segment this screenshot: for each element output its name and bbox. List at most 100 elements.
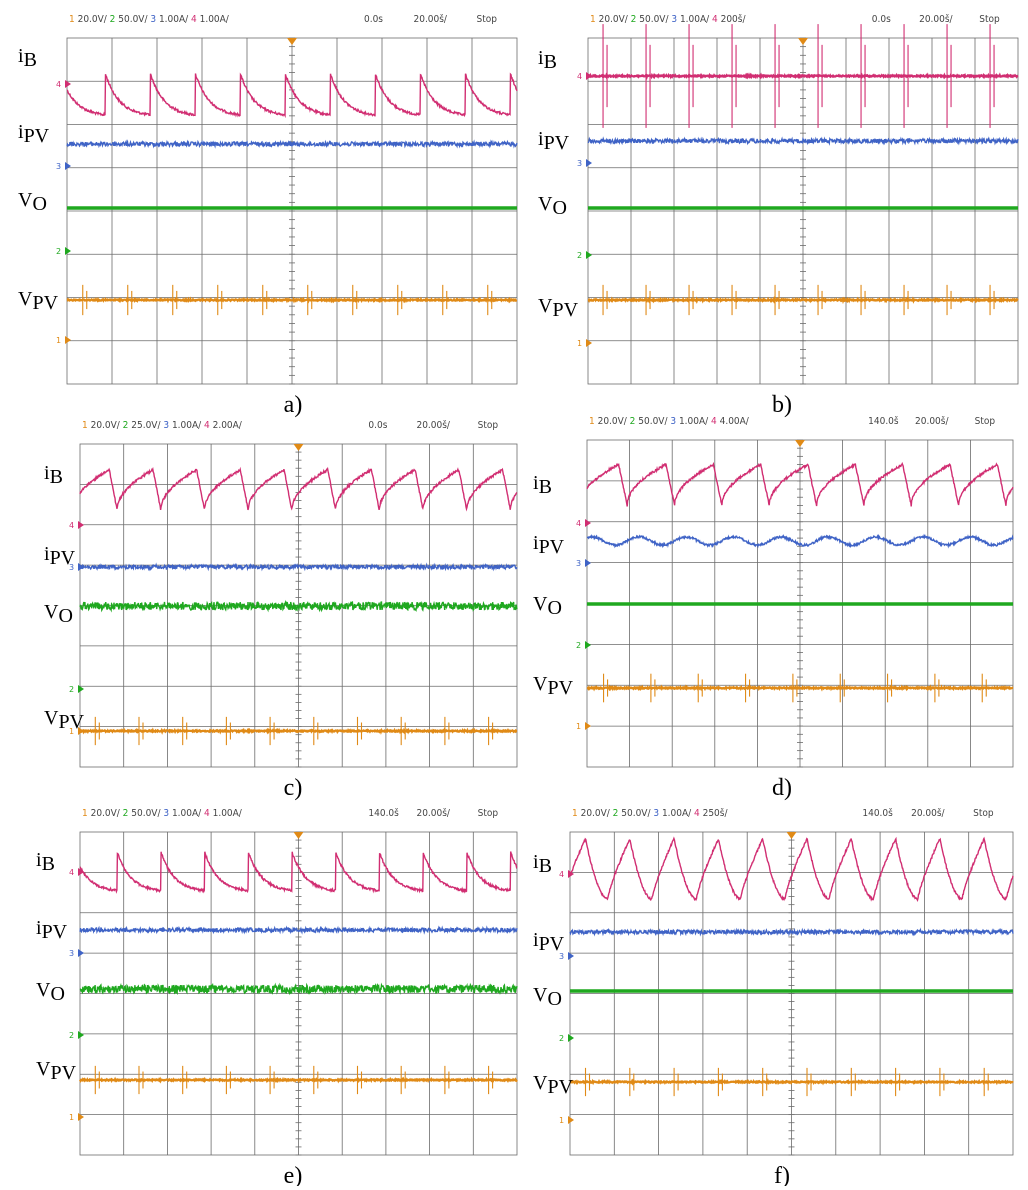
label-main: i xyxy=(533,929,539,951)
label-subscript: PV xyxy=(547,1076,573,1098)
signal-label-iB: iB xyxy=(18,45,37,71)
trace-iB xyxy=(586,461,1014,507)
channel-ch4-scale: 200š/ xyxy=(721,13,747,25)
trace-VPV-spikes xyxy=(94,1065,494,1095)
trace-VPV-spikes xyxy=(82,284,493,316)
channel-number: 3 xyxy=(163,420,172,431)
label-main: i xyxy=(533,532,539,554)
scope-header: 1 20.0V/ 2 50.0V/ 3 1.00A/ 4 1.00A/ xyxy=(82,808,243,819)
label-subscript: B xyxy=(24,49,37,71)
channel-ch3-scale: 1.00A/ xyxy=(680,14,712,25)
marker-arrow xyxy=(65,247,71,255)
label-main: i xyxy=(18,121,24,143)
trace-iB xyxy=(79,851,518,894)
channel-ch1-scale: 20.0V/ xyxy=(91,420,123,431)
channel-number: 1 xyxy=(82,420,91,431)
channel-ch1-scale: 20.0V/ xyxy=(78,14,110,25)
scope-status: Stop xyxy=(478,808,499,819)
channel-2-ground-marker: 2 xyxy=(576,641,591,650)
marker-number: 4 xyxy=(56,80,61,89)
signal-label-VPV: VPV xyxy=(533,1072,574,1098)
marker-arrow xyxy=(78,1113,84,1121)
signal-label-iPV: iPV xyxy=(44,543,76,569)
trigger-marker xyxy=(795,440,805,447)
signal-label-VO: VO xyxy=(533,984,562,1010)
trace-VPV xyxy=(66,296,518,304)
marker-number: 4 xyxy=(576,519,581,528)
marker-arrow xyxy=(585,722,591,730)
signal-label-VPV: VPV xyxy=(18,288,59,314)
trace-VO xyxy=(79,982,518,996)
signal-label-iPV: iPV xyxy=(538,128,570,154)
marker-number: 4 xyxy=(69,868,74,877)
scope-panel-f: 1 20.0V/ 2 50.0V/ 3 1.00A/ 4 250š/140.0š… xyxy=(533,807,1014,1189)
scope-time-offset: 140.0š xyxy=(862,807,893,819)
scope-timebase: 20.00š/ xyxy=(911,807,945,819)
scope-header: 1 20.0V/ 2 50.0V/ 3 1.00A/ 4 1.00A/ xyxy=(69,14,230,25)
channel-4-ground-marker: 4 xyxy=(69,521,84,530)
channel-ch1-scale: 20.0V/ xyxy=(581,808,613,819)
channel-4-ground-marker: 4 xyxy=(576,519,591,528)
scope-status: Stop xyxy=(477,14,498,25)
trace-iPV xyxy=(587,533,1014,549)
scope-status: Stop xyxy=(973,808,994,819)
marker-arrow xyxy=(568,952,574,960)
channel-number: 4 xyxy=(712,14,721,25)
marker-arrow xyxy=(586,72,592,80)
label-main: V xyxy=(538,193,553,215)
label-main: i xyxy=(538,128,544,150)
signal-label-iB: iB xyxy=(538,47,557,73)
signal-label-VPV: VPV xyxy=(538,295,579,321)
label-subscript: PV xyxy=(547,677,573,699)
signal-label-iB: iB xyxy=(36,849,55,875)
marker-number: 2 xyxy=(577,251,582,260)
label-subscript: O xyxy=(552,197,566,219)
scope-panel-d: 1 20.0V/ 2 50.0V/ 3 1.00A/ 4 4.00A/140.0… xyxy=(533,415,1014,801)
trace-iPV xyxy=(66,139,518,149)
panel-caption: c) xyxy=(284,775,303,801)
marker-number: 3 xyxy=(559,952,564,961)
channel-number: 4 xyxy=(191,14,200,25)
marker-number: 3 xyxy=(56,162,61,171)
signal-label-VPV: VPV xyxy=(533,673,574,699)
trace-VPV xyxy=(79,727,518,735)
panel-caption: f) xyxy=(774,1163,790,1186)
channel-ch4-scale: 2.00A/ xyxy=(213,420,243,431)
channel-2-ground-marker: 2 xyxy=(69,685,84,694)
scope-time-offset: 140.0š xyxy=(868,415,899,427)
marker-arrow xyxy=(65,336,71,344)
label-subscript: PV xyxy=(539,536,565,558)
scope-header: 1 20.0V/ 2 25.0V/ 3 1.00A/ 4 2.00A/ xyxy=(82,420,243,431)
label-subscript: PV xyxy=(552,299,578,321)
channel-number: 3 xyxy=(653,808,662,819)
channel-ch4-scale: 1.00A/ xyxy=(213,808,243,819)
marker-number: 2 xyxy=(69,1031,74,1040)
channel-ch2-scale: 50.0V/ xyxy=(118,14,150,25)
marker-arrow xyxy=(585,559,591,567)
label-main: V xyxy=(44,601,59,623)
signal-label-VO: VO xyxy=(18,189,47,215)
marker-number: 2 xyxy=(576,641,581,650)
channel-ch2-scale: 50.0V/ xyxy=(621,808,653,819)
scope-panel-e: 1 20.0V/ 2 50.0V/ 3 1.00A/ 4 1.00A/140.0… xyxy=(36,807,518,1189)
trace-VPV xyxy=(587,295,1019,305)
marker-number: 3 xyxy=(576,559,581,568)
label-subscript: PV xyxy=(50,547,76,569)
channel-ch3-scale: 1.00A/ xyxy=(172,808,204,819)
marker-arrow xyxy=(568,1034,574,1042)
scope-header: 1 20.0V/ 2 50.0V/ 3 1.00A/ 4 4.00A/ xyxy=(589,416,750,427)
channel-3-ground-marker: 3 xyxy=(577,159,592,168)
label-subscript: PV xyxy=(50,1062,76,1084)
signal-label-iB: iB xyxy=(533,851,552,877)
label-main: V xyxy=(533,1072,548,1094)
marker-number: 3 xyxy=(69,949,74,958)
channel-2-ground-marker: 2 xyxy=(559,1034,574,1043)
marker-number: 1 xyxy=(56,336,61,345)
channel-number: 2 xyxy=(110,14,119,25)
channel-ch2-scale: 25.0V/ xyxy=(131,420,163,431)
marker-number: 2 xyxy=(559,1034,564,1043)
trigger-marker xyxy=(798,38,808,45)
channel-ch4-scale: 1.00A/ xyxy=(200,14,230,25)
label-subscript: O xyxy=(32,193,46,215)
center-ticks xyxy=(788,831,795,1156)
